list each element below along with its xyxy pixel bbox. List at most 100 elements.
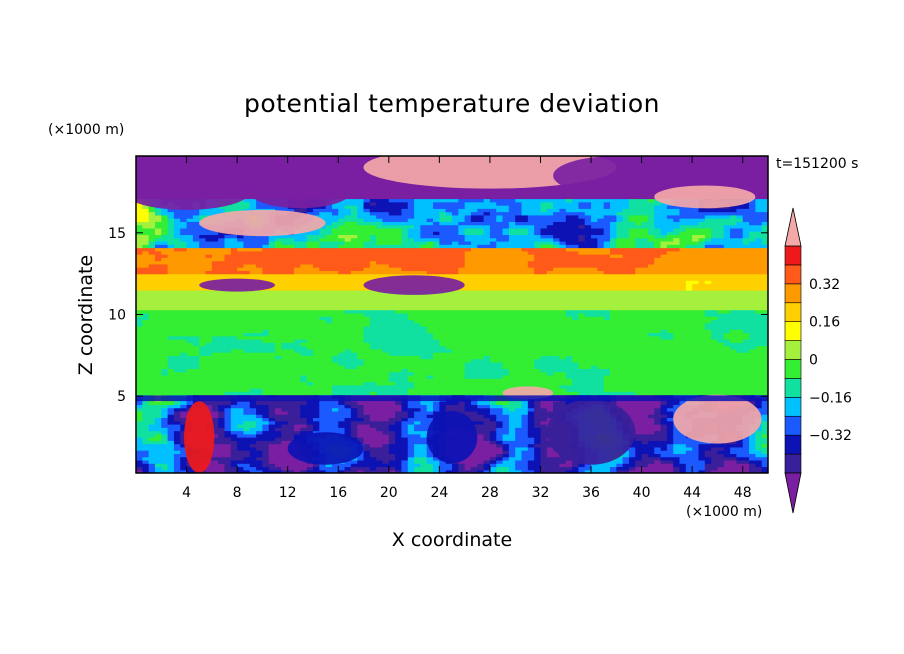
heatmap-cell bbox=[420, 322, 706, 327]
heatmap-cell bbox=[180, 423, 188, 428]
heatmap-cell bbox=[464, 371, 510, 376]
heatmap-cell bbox=[521, 247, 567, 252]
heatmap-cell bbox=[167, 270, 207, 275]
heatmap-cell bbox=[559, 240, 567, 245]
heatmap-cell bbox=[641, 456, 662, 461]
heatmap-cell bbox=[401, 423, 409, 428]
heatmap-cell bbox=[464, 260, 529, 265]
heatmap-cell bbox=[344, 469, 358, 473]
heatmap-cell bbox=[622, 446, 636, 451]
heatmap-cell bbox=[319, 244, 339, 249]
heatmap-cell bbox=[294, 237, 308, 242]
heatmap-cell bbox=[154, 237, 181, 242]
heatmap-cell bbox=[761, 469, 768, 473]
heatmap-cell bbox=[540, 437, 548, 441]
heatmap-cell bbox=[508, 466, 516, 471]
heatmap-cell bbox=[610, 250, 668, 255]
heatmap-cell bbox=[199, 348, 232, 353]
heatmap-cell bbox=[635, 391, 768, 396]
heatmap-cell bbox=[666, 433, 674, 438]
heatmap-cell bbox=[597, 365, 768, 370]
heatmap-cell bbox=[616, 211, 655, 216]
heatmap-cell bbox=[508, 453, 516, 458]
heatmap-cell bbox=[395, 381, 415, 386]
heatmap-cell bbox=[679, 240, 700, 245]
heatmap-cell bbox=[268, 417, 276, 422]
heatmap-cell bbox=[489, 459, 497, 464]
chart-title: potential temperature deviation bbox=[244, 89, 660, 118]
heatmap-cell bbox=[224, 423, 232, 428]
heatmap-cell bbox=[527, 404, 535, 409]
heatmap-cell bbox=[723, 335, 750, 340]
heatmap-cell bbox=[180, 437, 188, 441]
heatmap-cell bbox=[628, 423, 662, 428]
heatmap-cell bbox=[572, 355, 768, 360]
heatmap-cell bbox=[369, 208, 403, 213]
heatmap-cell bbox=[167, 368, 175, 373]
heatmap-cell bbox=[439, 466, 453, 471]
heatmap-cell bbox=[565, 371, 611, 376]
heatmap-cell bbox=[508, 443, 529, 448]
heatmap-cell bbox=[723, 463, 750, 468]
heatmap-cell bbox=[534, 443, 567, 448]
heatmap-cell bbox=[546, 270, 605, 275]
heatmap-cell bbox=[306, 417, 314, 422]
heatmap-cell bbox=[742, 437, 750, 441]
heatmap-cell bbox=[616, 237, 636, 242]
heatmap-cell bbox=[426, 414, 447, 419]
heatmap-cell bbox=[173, 368, 188, 373]
heatmap-cell bbox=[572, 198, 630, 203]
heatmap-cell bbox=[439, 218, 453, 222]
heatmap-features bbox=[136, 156, 768, 473]
heatmap-cell bbox=[136, 365, 169, 370]
heatmap-cell bbox=[407, 218, 428, 222]
heatmap-cell bbox=[578, 466, 592, 471]
heatmap-cell bbox=[685, 466, 706, 471]
heatmap-cell bbox=[458, 401, 466, 405]
heatmap-cell bbox=[186, 244, 200, 249]
heatmap-cell bbox=[647, 414, 668, 419]
heatmap-cell bbox=[325, 234, 339, 239]
heatmap-cell bbox=[388, 198, 415, 203]
heatmap-cell bbox=[136, 391, 226, 396]
heatmap-cell bbox=[136, 355, 169, 360]
heatmap-cell bbox=[256, 423, 263, 428]
x-tick-label: 16 bbox=[329, 485, 347, 501]
heatmap-cell bbox=[230, 407, 245, 412]
heatmap-cell bbox=[173, 414, 181, 419]
heatmap-cell bbox=[161, 410, 169, 415]
heatmap-cell bbox=[211, 263, 245, 268]
heatmap-cell bbox=[445, 410, 478, 415]
heatmap-cell bbox=[414, 456, 428, 461]
heatmap-cell bbox=[369, 345, 447, 350]
heatmap-cell bbox=[199, 355, 276, 360]
heatmap-cell bbox=[395, 420, 403, 425]
heatmap-cell bbox=[685, 283, 693, 288]
heatmap-cell bbox=[407, 446, 415, 451]
heatmap-cell bbox=[679, 218, 706, 222]
heatmap-cell bbox=[256, 440, 282, 445]
heatmap-cell bbox=[464, 257, 535, 262]
heatmap-cell bbox=[470, 240, 491, 245]
heatmap-cell bbox=[224, 208, 245, 213]
heatmap-cell bbox=[243, 430, 257, 435]
heatmap-cell bbox=[572, 381, 605, 386]
heatmap-cell bbox=[483, 227, 491, 232]
heatmap-cell bbox=[294, 433, 308, 438]
heatmap-cell bbox=[180, 450, 188, 454]
heatmap-cell bbox=[363, 218, 384, 222]
heatmap-cell bbox=[755, 430, 768, 435]
heatmap-cell bbox=[407, 316, 573, 320]
heatmap-cell bbox=[433, 407, 440, 412]
heatmap-cell bbox=[186, 368, 403, 373]
heatmap-cell bbox=[508, 237, 554, 242]
heatmap-cell bbox=[357, 407, 365, 412]
colorbar-label: 0.16 bbox=[809, 315, 840, 331]
heatmap-cell bbox=[167, 218, 175, 222]
heatmap-cell bbox=[224, 433, 238, 438]
heatmap-cell bbox=[237, 335, 365, 340]
heatmap-cell bbox=[761, 459, 768, 464]
heatmap-cell bbox=[553, 240, 561, 245]
heatmap-cell bbox=[357, 365, 466, 370]
heatmap-cell bbox=[730, 309, 756, 314]
